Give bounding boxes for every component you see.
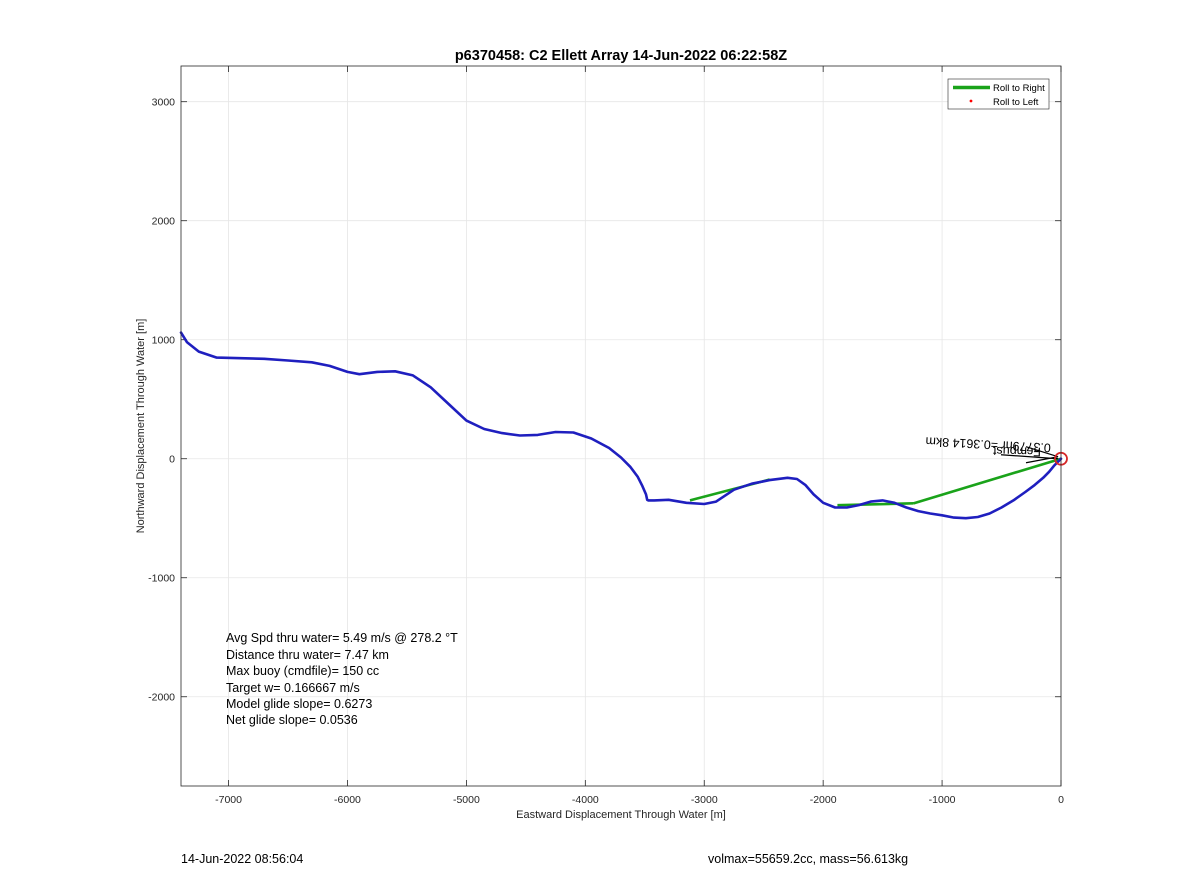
stats-block: Avg Spd thru water= 5.49 m/s @ 278.2 °T … bbox=[226, 631, 458, 727]
x-tick-label: -3000 bbox=[691, 794, 718, 806]
legend-label-roll-right: Roll to Right bbox=[993, 83, 1045, 94]
x-axis-ticks: -7000 -6000 -5000 -4000 -3000 -2000 -1000 0 bbox=[215, 66, 1064, 806]
axes-box bbox=[180, 65, 1062, 787]
track-line bbox=[179, 331, 1063, 520]
x-tick-label: 0 bbox=[1058, 794, 1064, 806]
stat-max-buoy: Max buoy (cmdfile)= 150 cc bbox=[226, 664, 379, 678]
y-tick-label: 0 bbox=[169, 454, 175, 466]
y-tick-label: 2000 bbox=[152, 216, 176, 228]
y-tick-label: -2000 bbox=[148, 692, 175, 704]
chart-title: p6370458: C2 Ellett Array 14-Jun-2022 06… bbox=[455, 48, 787, 64]
x-tick-label: -7000 bbox=[215, 794, 242, 806]
x-tick-label: -5000 bbox=[453, 794, 480, 806]
y-axis-label: Northward Displacement Through Water [m] bbox=[135, 319, 147, 534]
x-axis-label: Eastward Displacement Through Water [m] bbox=[516, 809, 726, 821]
drift-arrow-overlay-label: Fcmpust bbox=[992, 444, 1041, 459]
footer-summary: volmax=55659.2cc, mass=56.613kg bbox=[708, 852, 909, 866]
stat-distance: Distance thru water= 7.47 km bbox=[226, 648, 389, 662]
drift-arrow-head bbox=[1025, 446, 1059, 464]
roll-right-segment bbox=[913, 457, 1062, 505]
roll-right-segment bbox=[837, 502, 914, 507]
legend-label-roll-left: Roll to Left bbox=[993, 97, 1039, 108]
y-tick-label: 3000 bbox=[152, 97, 176, 109]
stat-net-glide-slope: Net glide slope= 0.0536 bbox=[226, 713, 358, 727]
x-tick-label: -1000 bbox=[929, 794, 956, 806]
legend-swatch-roll-left bbox=[969, 99, 973, 103]
y-tick-label: -1000 bbox=[148, 573, 175, 585]
x-tick-label: -4000 bbox=[572, 794, 599, 806]
stat-avg-speed: Avg Spd thru water= 5.49 m/s @ 278.2 °T bbox=[226, 631, 458, 645]
stat-model-glide-slope: Model glide slope= 0.6273 bbox=[226, 697, 372, 711]
y-tick-label: 1000 bbox=[152, 335, 176, 347]
y-axis-ticks: -2000 -1000 0 1000 2000 3000 bbox=[148, 97, 1061, 704]
footer-timestamp: 14-Jun-2022 08:56:04 bbox=[181, 852, 304, 866]
x-tick-label: -6000 bbox=[334, 794, 361, 806]
legend-box bbox=[947, 78, 1050, 110]
drift-arrow-label: 0.3779hr =0.3614 8km bbox=[925, 434, 1051, 455]
stat-target-w: Target w= 0.166667 m/s bbox=[226, 681, 360, 695]
x-tick-label: -2000 bbox=[810, 794, 837, 806]
grid bbox=[181, 66, 1062, 786]
legend: Roll to Right Roll to Left bbox=[947, 78, 1050, 110]
